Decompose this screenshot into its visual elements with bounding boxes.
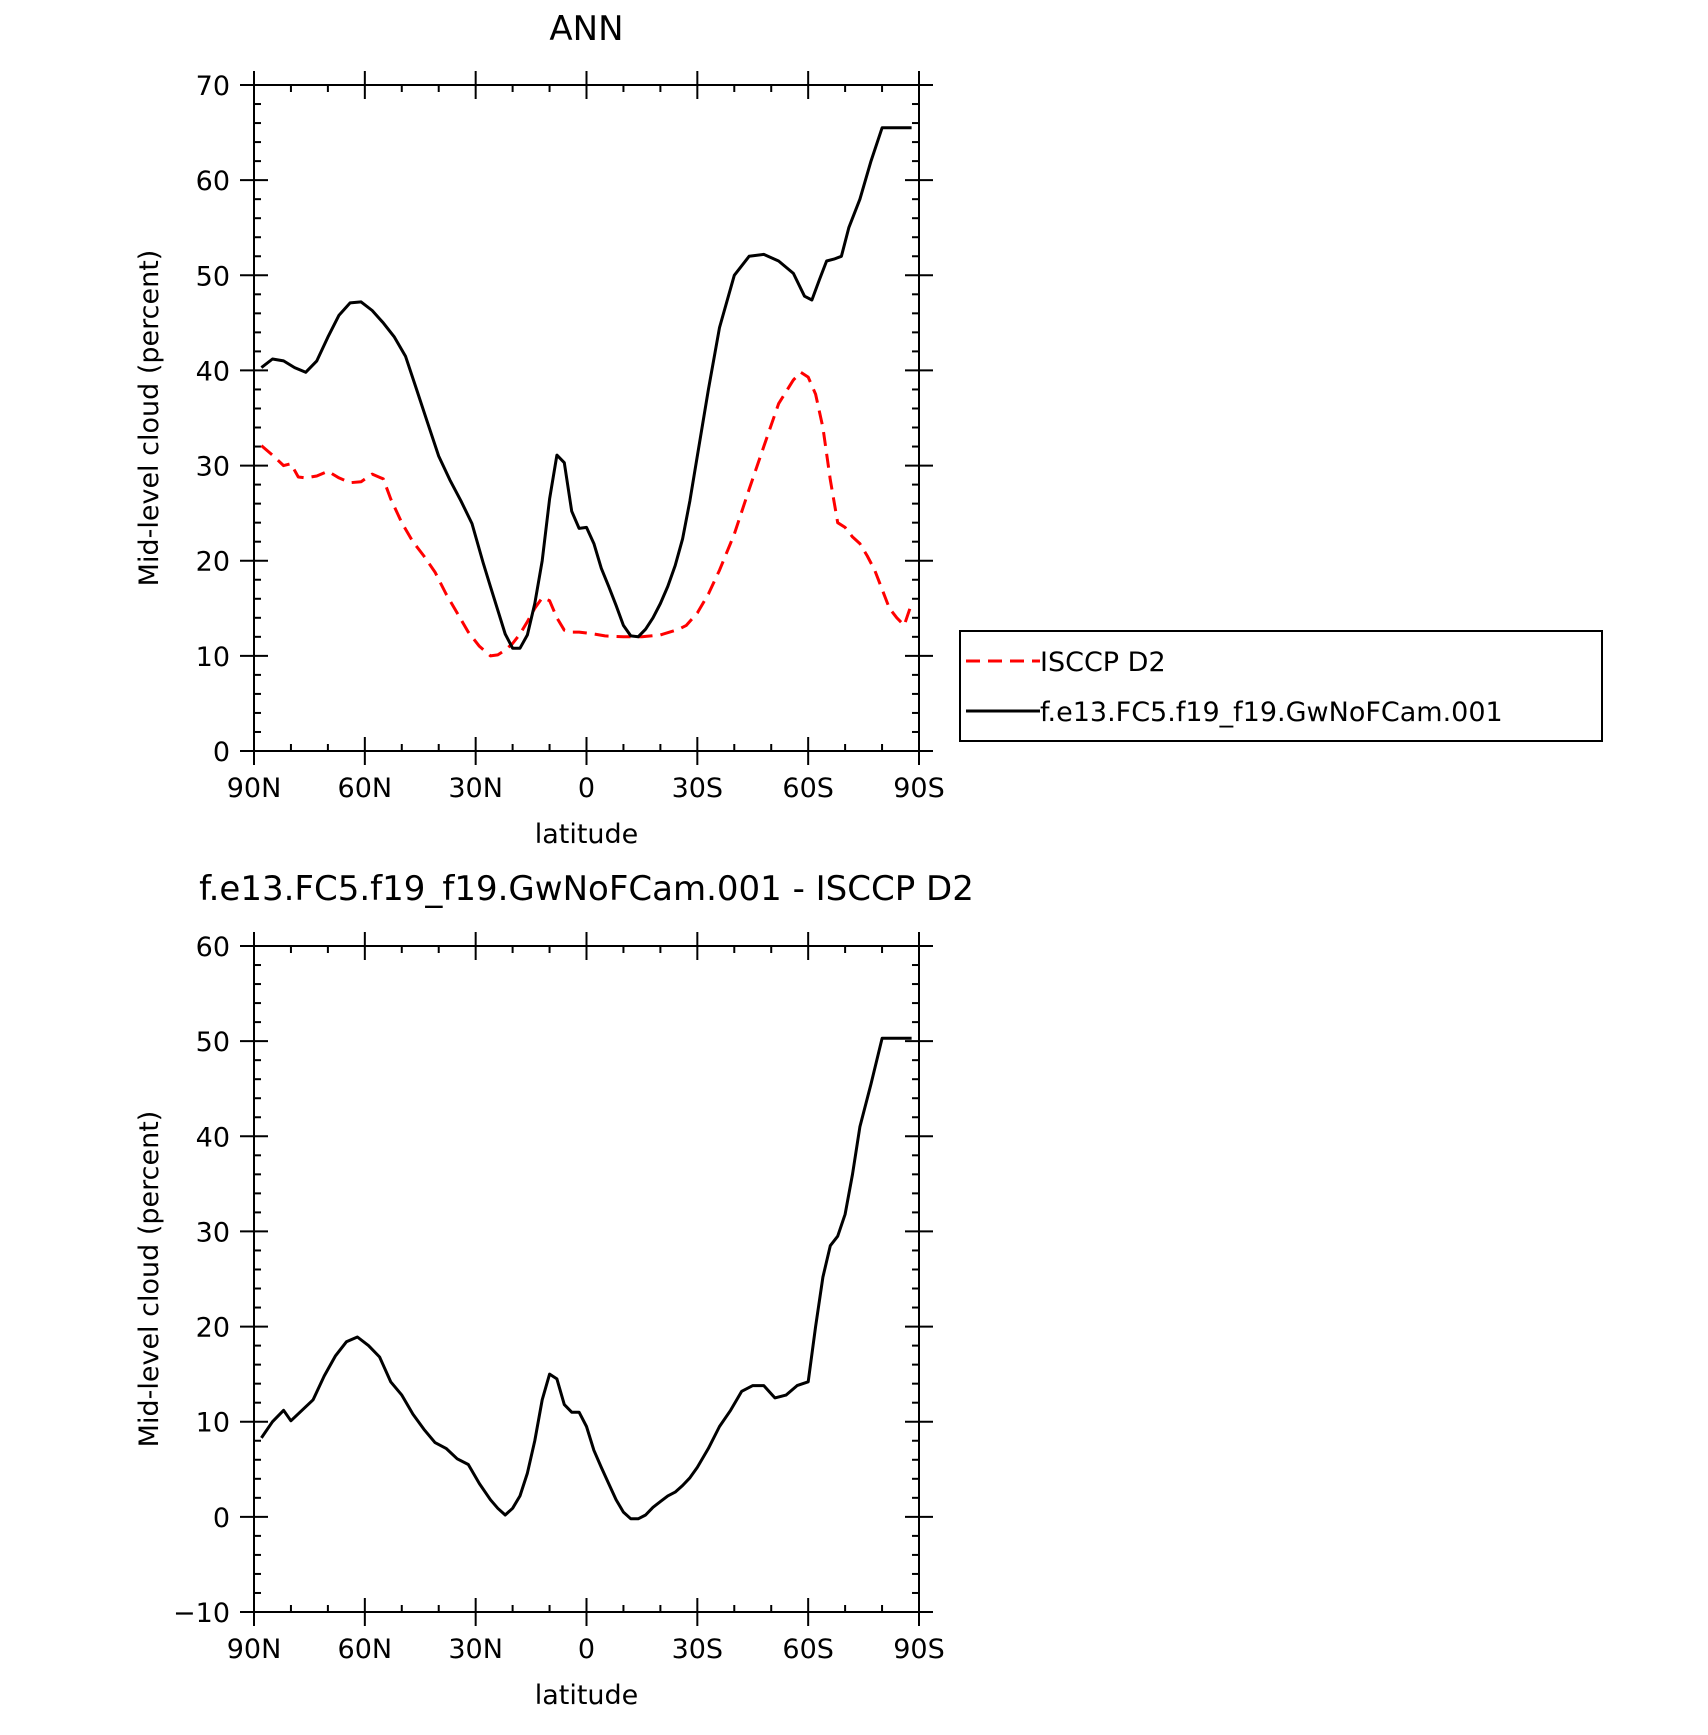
x-tick-label: 0	[578, 773, 595, 804]
y-tick-label: 30	[196, 1217, 230, 1248]
x-tick-label: 60N	[338, 1634, 393, 1665]
y-tick-label: −10	[173, 1598, 230, 1629]
legend-label: f.e13.FC5.f19_f19.GwNoFCam.001	[1040, 697, 1503, 728]
y-tick-label: 10	[196, 1408, 230, 1439]
x-tick-label: 30N	[448, 1634, 503, 1665]
y-tick-label: 70	[196, 71, 230, 102]
y-tick-label: 40	[196, 1122, 230, 1153]
chart-title: ANN	[549, 9, 623, 49]
series-line-isccp-d2	[260, 370, 914, 658]
x-tick-label: 60N	[338, 773, 393, 804]
legend: ISCCP D2 f.e13.FC5.f19_f19.GwNoFCam.001	[959, 630, 1603, 742]
legend-box	[959, 630, 1603, 742]
chart-panel-2: f.e13.FC5.f19_f19.GwNoFCam.001 - ISCCP D…	[134, 869, 974, 1711]
y-tick-label: 30	[196, 452, 230, 483]
y-tick-label: 0	[213, 1503, 230, 1534]
x-tick-label: 90N	[227, 1634, 282, 1665]
x-axis-label: latitude	[535, 1680, 639, 1711]
y-tick-label: 10	[196, 642, 230, 673]
y-tick-label: 60	[196, 932, 230, 963]
x-tick-label: 30N	[448, 773, 503, 804]
x-tick-label: 60S	[782, 1634, 834, 1665]
y-tick-label: 40	[196, 356, 230, 387]
x-tick-label: 30S	[672, 1634, 724, 1665]
series-line-f-e13-fc5-f19-f19-gwnofcam-001	[260, 126, 912, 650]
y-tick-label: 0	[213, 737, 230, 768]
y-tick-label: 60	[196, 166, 230, 197]
x-tick-label: 90S	[893, 773, 945, 804]
x-axis-label: latitude	[535, 819, 639, 850]
y-tick-label: 50	[196, 261, 230, 292]
x-tick-label: 0	[578, 1634, 595, 1665]
y-axis-label: Mid-level cloud (percent)	[134, 250, 165, 587]
series-line-difference	[260, 1036, 912, 1521]
chart-panel-1: ANN 0 10 20 30 40 50 60 70 90N 60N 30N 0 30S 60S 90S lat…	[134, 9, 1603, 850]
chart-title: f.e13.FC5.f19_f19.GwNoFCam.001 - ISCCP D…	[199, 869, 974, 909]
x-tick-label: 90S	[893, 1634, 945, 1665]
y-tick-label: 20	[196, 1313, 230, 1344]
x-tick-label: 60S	[782, 773, 834, 804]
x-tick-label: 30S	[672, 773, 724, 804]
y-axis-label: Mid-level cloud (percent)	[134, 1111, 165, 1448]
plot-frame	[253, 84, 920, 752]
y-tick-label: 20	[196, 547, 230, 578]
x-tick-label: 90N	[227, 773, 282, 804]
y-tick-label: 50	[196, 1027, 230, 1058]
legend-label: ISCCP D2	[1040, 647, 1166, 678]
plot-frame	[253, 945, 920, 1613]
